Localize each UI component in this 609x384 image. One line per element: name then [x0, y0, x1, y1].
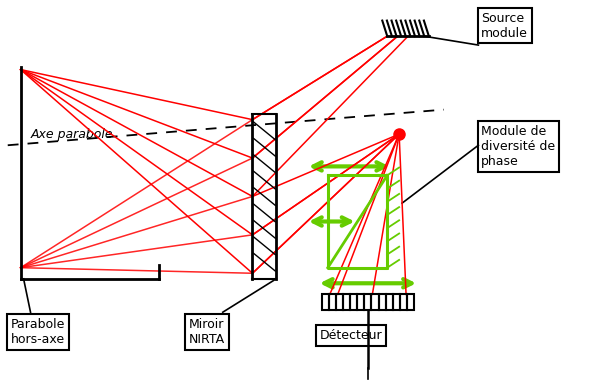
Text: Parabole
hors-axe: Parabole hors-axe: [11, 318, 65, 346]
Text: Module de
diversité de
phase: Module de diversité de phase: [481, 125, 555, 168]
Text: Axe parabole: Axe parabole: [30, 127, 113, 141]
Text: Source
module: Source module: [481, 12, 528, 40]
Text: Détecteur: Détecteur: [320, 329, 382, 342]
Text: Miroir
NIRTA: Miroir NIRTA: [189, 318, 225, 346]
